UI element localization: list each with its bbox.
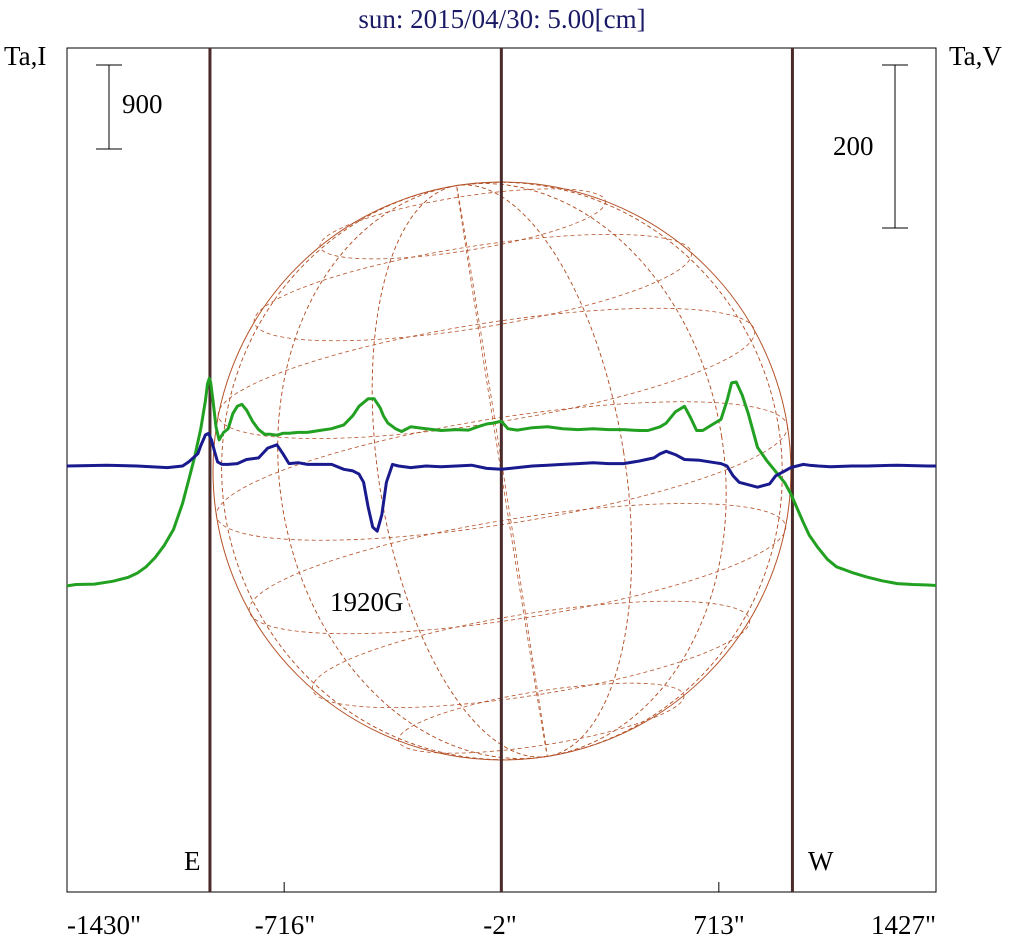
y-right-label: Ta,V [949,41,1002,71]
latitude-line [319,188,606,260]
x-tick-label: -716" [255,910,316,940]
scale-bar-polarization-label: 200 [833,131,874,161]
x-tick-label: 1427" [871,910,936,940]
latitude-line [216,401,788,541]
latitude-line [311,600,751,709]
x-tick-label: 713" [693,910,745,940]
series-line-v [66,431,936,533]
series-layer [66,376,937,588]
x-tick-label: -1430" [67,910,141,940]
latitude-line [253,233,692,342]
marker-label-east: E [184,846,201,876]
annotation-1920g: 1920G [330,587,404,617]
longitude-line [221,181,783,761]
marker-label-west: W [808,846,834,876]
x-tick-label: -2" [483,910,517,940]
latitude-line [248,503,787,635]
chart-title: sun: 2015/04/30: 5.00[cm] [358,4,645,34]
latitude-line [398,682,685,754]
scale-bar-intensity-label: 900 [122,89,163,119]
scale-bar-polarization: 200 [833,64,908,229]
y-left-label: Ta,I [4,41,46,71]
solar-disk [212,181,792,761]
longitude-line [277,183,727,759]
latitude-line [217,307,756,439]
scale-bar-intensity: 900 [96,64,163,150]
series-line-i [66,376,937,588]
